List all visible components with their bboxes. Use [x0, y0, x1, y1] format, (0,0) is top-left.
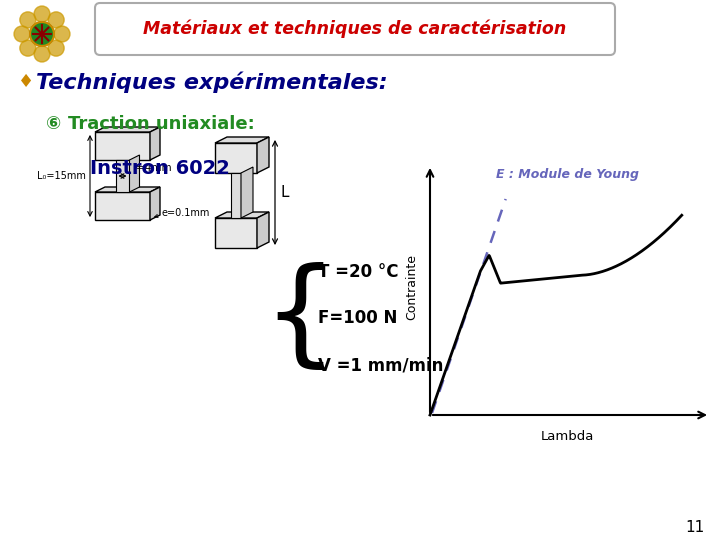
Polygon shape	[115, 160, 130, 192]
Circle shape	[30, 22, 54, 46]
Circle shape	[34, 6, 50, 22]
Circle shape	[20, 40, 36, 56]
Circle shape	[48, 12, 64, 28]
Polygon shape	[215, 137, 269, 143]
Polygon shape	[95, 127, 160, 132]
Text: V =1 mm/min: V =1 mm/min	[318, 356, 444, 374]
Circle shape	[20, 12, 36, 28]
Polygon shape	[241, 167, 253, 218]
Polygon shape	[257, 212, 269, 248]
Polygon shape	[130, 155, 140, 192]
Text: Contrainte: Contrainte	[405, 254, 418, 321]
Polygon shape	[95, 192, 150, 220]
Polygon shape	[215, 218, 257, 248]
Text: e=0.1mm: e=0.1mm	[162, 208, 210, 218]
Polygon shape	[150, 187, 160, 220]
FancyBboxPatch shape	[95, 3, 615, 55]
Polygon shape	[215, 212, 269, 218]
Text: E : Module de Young: E : Module de Young	[495, 168, 639, 181]
Text: L: L	[280, 185, 289, 200]
Text: l=4mm: l=4mm	[132, 163, 171, 173]
Text: {: {	[262, 262, 338, 377]
Polygon shape	[95, 132, 150, 160]
Text: F=100 N: F=100 N	[318, 309, 397, 327]
Circle shape	[34, 46, 50, 62]
Text: T =20 °C: T =20 °C	[318, 263, 398, 281]
Text: Instron 6022: Instron 6022	[90, 159, 230, 178]
Text: L₀=15mm: L₀=15mm	[37, 171, 86, 181]
Polygon shape	[215, 143, 257, 173]
Text: ⑥: ⑥	[46, 115, 61, 133]
Text: 11: 11	[685, 521, 705, 536]
Text: Matériaux et techniques de caractérisation: Matériaux et techniques de caractérisati…	[143, 20, 567, 38]
Polygon shape	[231, 173, 241, 218]
Text: Techniques expérimentales:: Techniques expérimentales:	[36, 71, 387, 93]
Polygon shape	[95, 187, 160, 192]
Polygon shape	[150, 127, 160, 160]
Polygon shape	[257, 137, 269, 173]
Text: ♦: ♦	[18, 73, 34, 91]
Circle shape	[14, 26, 30, 42]
Text: Traction uniaxiale:: Traction uniaxiale:	[68, 115, 255, 133]
Text: Lambda: Lambda	[541, 430, 594, 443]
Circle shape	[54, 26, 70, 42]
Circle shape	[48, 40, 64, 56]
